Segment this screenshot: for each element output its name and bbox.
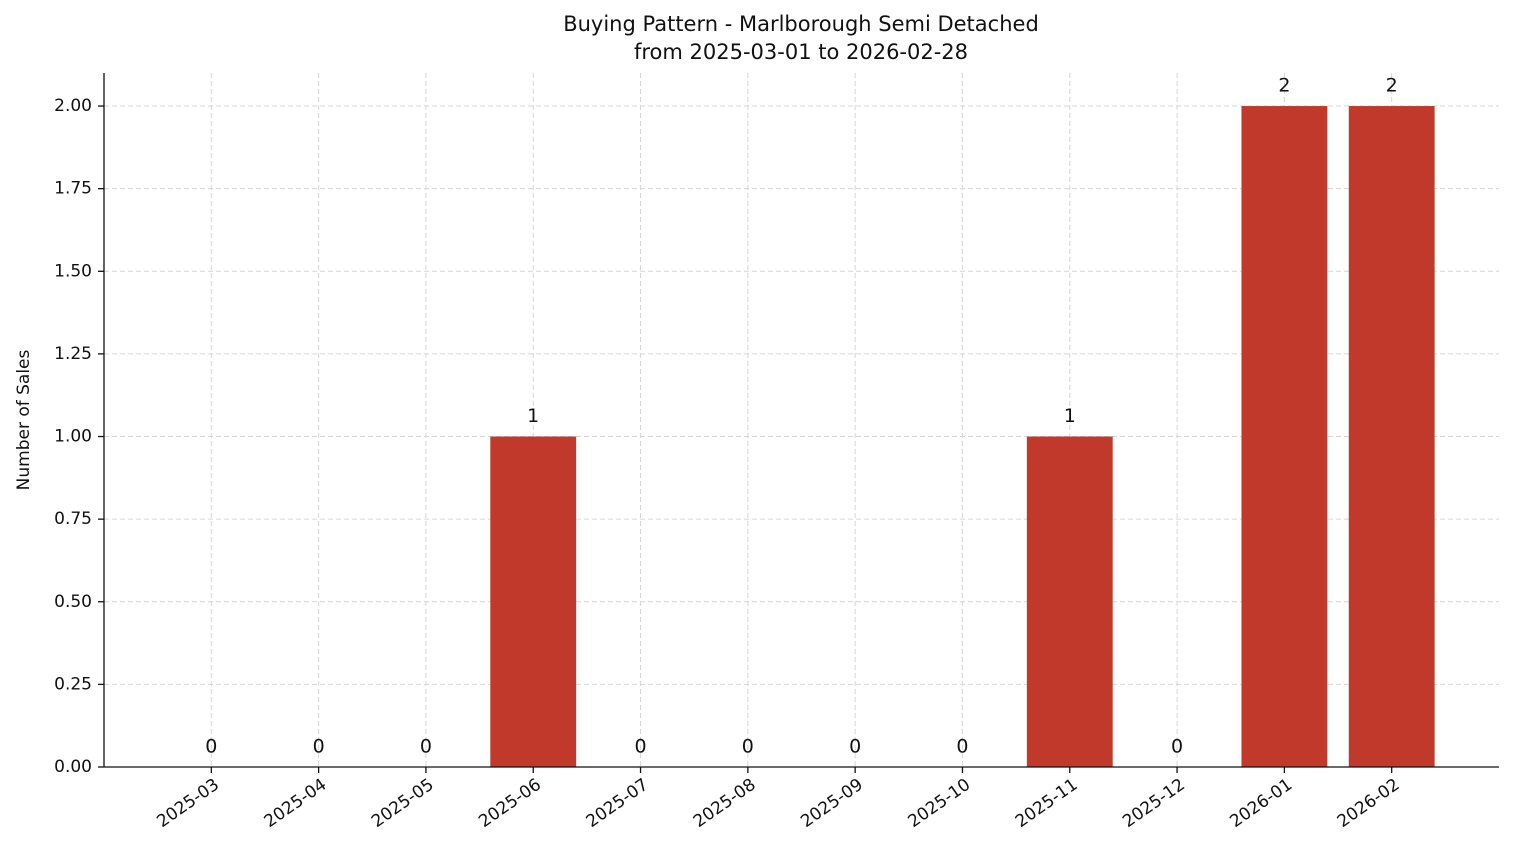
y-tick-label: 1.00 xyxy=(54,427,92,447)
x-tick-label: 2025-09 xyxy=(797,775,867,832)
bar xyxy=(490,436,577,767)
x-tick-label: 2025-11 xyxy=(1012,775,1082,832)
chart-title: Buying Pattern - Marlborough Semi Detach… xyxy=(563,12,1039,36)
x-tick-label: 2026-02 xyxy=(1334,775,1404,832)
data-label: 1 xyxy=(1064,405,1076,427)
data-label: 0 xyxy=(956,736,968,758)
x-tick-label: 2025-03 xyxy=(153,775,223,832)
x-tick-label: 2025-10 xyxy=(905,775,975,832)
data-label: 0 xyxy=(742,736,754,758)
data-label: 2 xyxy=(1386,75,1398,97)
data-label: 1 xyxy=(527,405,539,427)
bar xyxy=(1348,106,1435,768)
x-tick-label: 2025-06 xyxy=(475,775,545,832)
data-label: 2 xyxy=(1278,75,1290,97)
data-label: 0 xyxy=(849,736,861,758)
bar xyxy=(1241,106,1328,768)
data-label: 0 xyxy=(313,736,325,758)
y-tick-label: 0.25 xyxy=(54,674,92,694)
y-axis-label: Number of Sales xyxy=(14,349,34,490)
data-label: 0 xyxy=(420,736,432,758)
y-tick-label: 1.25 xyxy=(54,344,92,364)
y-tick-label: 2.00 xyxy=(54,96,92,116)
data-label: 0 xyxy=(205,736,217,758)
x-tick-label: 2025-04 xyxy=(261,775,331,832)
bar xyxy=(1026,436,1113,767)
x-tick-label: 2026-01 xyxy=(1226,775,1296,832)
x-tick-label: 2025-05 xyxy=(368,775,438,832)
data-label: 0 xyxy=(1171,736,1183,758)
x-tick-label: 2025-07 xyxy=(583,775,653,832)
y-tick-label: 0.00 xyxy=(54,757,92,777)
data-label: 0 xyxy=(634,736,646,758)
y-tick-label: 1.50 xyxy=(54,261,92,281)
x-tick-label: 2025-08 xyxy=(690,775,760,832)
y-tick-label: 0.50 xyxy=(54,592,92,612)
x-tick-label: 2025-12 xyxy=(1119,775,1189,832)
y-tick-label: 0.75 xyxy=(54,509,92,529)
y-tick-label: 1.75 xyxy=(54,179,92,199)
chart-subtitle: from 2025-03-01 to 2026-02-28 xyxy=(634,40,968,64)
